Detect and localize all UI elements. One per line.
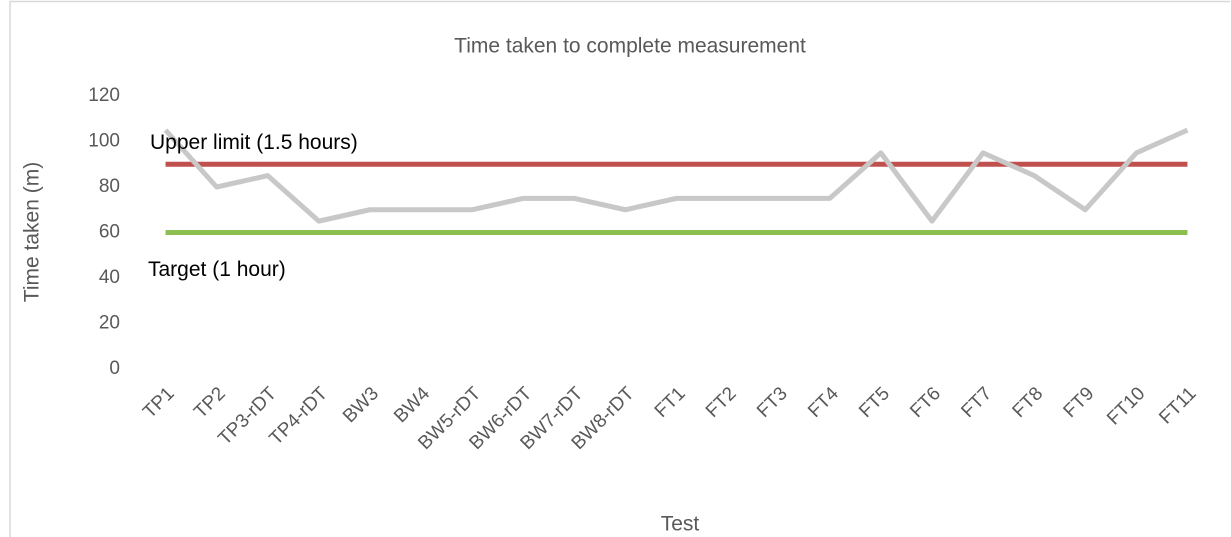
- x-tick-label: FT9: [1060, 383, 1099, 422]
- chart-title: Time taken to complete measurement: [454, 35, 806, 58]
- x-tick-label: FT5: [855, 383, 894, 422]
- x-tick-label: FT7: [957, 383, 996, 422]
- x-tick-label: FT2: [702, 383, 741, 422]
- x-tick-label: FT10: [1103, 383, 1149, 429]
- y-tick-label: 100: [88, 131, 120, 152]
- x-tick-label: FT1: [651, 383, 690, 422]
- series-label: Target (1 hour): [148, 258, 286, 281]
- y-tick-label: 0: [109, 358, 120, 379]
- series-line: [163, 127, 1189, 224]
- x-tick-label: FT11: [1155, 383, 1200, 428]
- x-tick-label: FT4: [804, 383, 843, 422]
- x-tick-label: BW4: [390, 383, 434, 427]
- y-tick-label: 20: [99, 313, 120, 334]
- y-tick-label: 80: [99, 176, 120, 197]
- y-tick-label: 120: [88, 85, 120, 106]
- chart-border: [9, 0, 1230, 537]
- y-tick-label: 40: [99, 267, 120, 288]
- y-tick-label: 60: [99, 222, 120, 243]
- x-tick-label: TP2: [190, 383, 229, 422]
- x-tick-label: BW3: [339, 383, 383, 427]
- x-tick-label: TP1: [139, 383, 178, 422]
- x-tick-label: FT8: [1009, 383, 1048, 422]
- x-tick-label: FT6: [906, 383, 945, 422]
- series-label: Upper limit (1.5 hours): [150, 131, 358, 154]
- x-tick-label: FT3: [753, 383, 792, 422]
- y-axis-label: Time taken (m): [21, 162, 44, 302]
- x-axis-label: Test: [661, 513, 700, 536]
